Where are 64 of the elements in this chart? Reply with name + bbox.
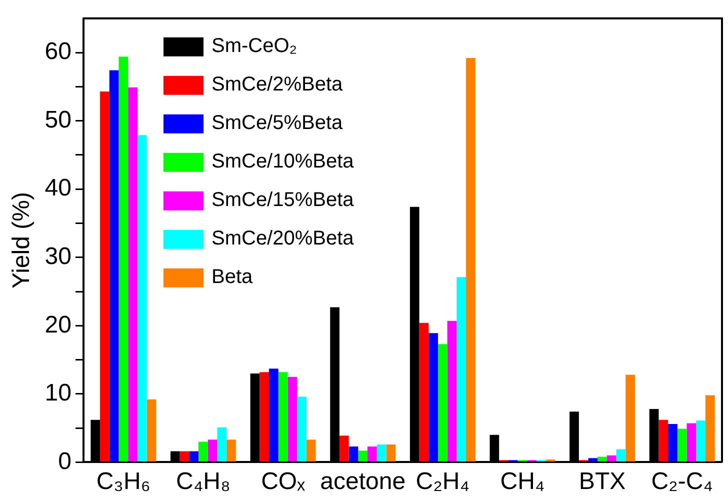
y-tick-label: 30 xyxy=(44,242,72,270)
y-axis-title: Yield (%) xyxy=(8,192,36,289)
x-tick-label: COₓ xyxy=(261,468,306,496)
bar xyxy=(598,456,607,462)
bar xyxy=(208,440,218,462)
x-tick-label: C₂H₄ xyxy=(416,468,470,496)
legend-label: Sm-CeO₂ xyxy=(211,34,298,57)
bar xyxy=(616,449,626,462)
bar xyxy=(376,444,386,462)
bar xyxy=(217,427,227,462)
legend-label: SmCe/10%Beta xyxy=(211,150,355,172)
y-tick-label: 50 xyxy=(44,106,72,134)
y-tick-label: 60 xyxy=(44,38,72,66)
bar xyxy=(109,70,119,462)
bar xyxy=(438,344,448,462)
bar xyxy=(696,420,706,462)
bar xyxy=(180,451,190,462)
bar xyxy=(226,440,236,462)
bar xyxy=(456,277,466,462)
bar xyxy=(269,368,278,462)
bar xyxy=(348,446,358,462)
x-tick-label: C₄H₈ xyxy=(176,468,230,496)
bar xyxy=(686,423,696,462)
bar xyxy=(306,440,316,462)
bar xyxy=(419,322,429,462)
bar xyxy=(198,442,208,462)
x-tick-label: C₂-C₄ xyxy=(651,468,713,496)
bar xyxy=(447,320,457,462)
bar xyxy=(260,372,270,462)
bar xyxy=(297,396,306,462)
legend-label: SmCe/20%Beta xyxy=(211,227,355,250)
bar xyxy=(288,376,298,462)
bar xyxy=(100,91,110,462)
bar xyxy=(339,436,349,462)
bar xyxy=(358,450,368,462)
x-tick-label: C₃H₆ xyxy=(96,468,150,496)
bar xyxy=(386,444,396,462)
y-tick-label: 0 xyxy=(58,448,72,475)
bar xyxy=(368,446,377,462)
bar xyxy=(606,455,616,462)
bar xyxy=(137,135,147,462)
bar xyxy=(705,395,715,462)
x-tick-label: acetone xyxy=(320,468,406,496)
bar xyxy=(658,420,668,462)
legend-label: Beta xyxy=(211,266,254,288)
y-tick-label: 10 xyxy=(44,380,72,407)
legend-label: SmCe/15%Beta xyxy=(211,188,355,211)
bar xyxy=(626,374,636,462)
x-tick-label: BTX xyxy=(578,468,626,496)
bar xyxy=(146,399,156,462)
legend-label: SmCe/2%Beta xyxy=(211,73,344,96)
bar xyxy=(466,58,476,462)
bar xyxy=(278,372,288,462)
bar xyxy=(428,333,438,462)
y-tick-label: 20 xyxy=(44,311,72,338)
bar xyxy=(118,56,128,462)
bar xyxy=(677,428,687,462)
y-tick-label: 40 xyxy=(44,174,72,202)
x-tick-label: CH₄ xyxy=(500,468,545,496)
bar xyxy=(668,424,678,462)
bar xyxy=(588,458,598,462)
bar xyxy=(189,451,199,462)
bar xyxy=(128,87,138,462)
legend-label: SmCe/5%Beta xyxy=(211,112,344,134)
